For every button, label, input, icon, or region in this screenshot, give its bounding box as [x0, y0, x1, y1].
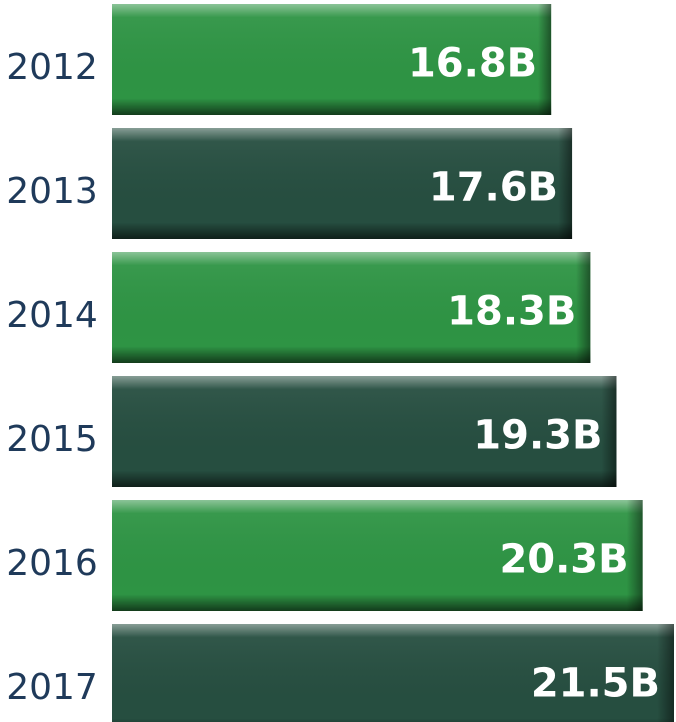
value-label: 18.3B [447, 289, 576, 335]
category-label: 2015 [6, 419, 98, 460]
category-label: 2016 [6, 543, 98, 584]
value-label: 19.3B [473, 413, 602, 459]
category-label: 2014 [6, 295, 98, 336]
bar-edge [112, 500, 643, 611]
value-label: 17.6B [429, 165, 558, 211]
category-label: 2013 [6, 171, 98, 212]
value-label: 20.3B [499, 537, 628, 583]
bar-edge [112, 252, 591, 363]
value-label: 16.8B [408, 41, 537, 87]
value-label: 21.5B [531, 661, 660, 707]
bar-edge [112, 624, 674, 722]
bar-edge [112, 4, 552, 115]
bar-edge [112, 128, 573, 239]
bar-edge [112, 376, 617, 487]
category-label: 2012 [6, 47, 98, 88]
category-label: 2017 [6, 667, 98, 708]
